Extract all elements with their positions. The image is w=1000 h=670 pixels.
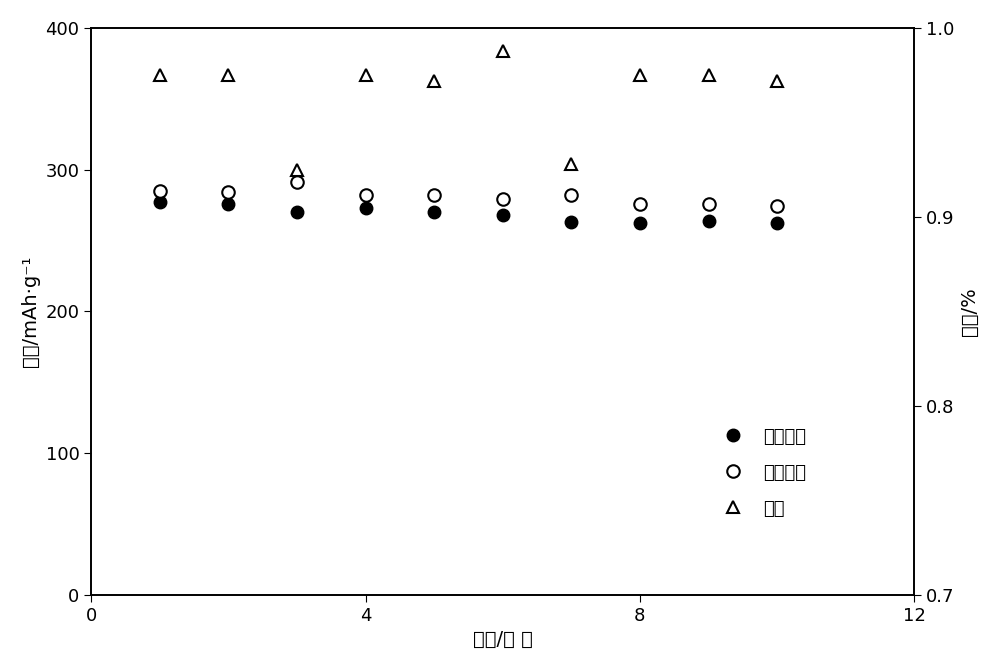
放电容量 (428, 208, 440, 216)
充电容量 (497, 196, 509, 204)
效率 (291, 165, 303, 174)
放电容量 (360, 204, 372, 212)
放电容量 (565, 218, 577, 226)
充电容量 (154, 187, 166, 195)
效率 (222, 71, 234, 79)
效率 (360, 71, 372, 79)
充电容量 (291, 178, 303, 186)
Legend: 放电容量, 充电容量, 效率: 放电容量, 充电容量, 效率 (724, 427, 807, 518)
充电容量 (703, 200, 715, 208)
放电容量 (222, 200, 234, 208)
效率 (565, 160, 577, 168)
效率 (634, 71, 646, 79)
Line: 放电容量: 放电容量 (154, 196, 783, 230)
效率 (771, 77, 783, 85)
放电容量 (497, 211, 509, 219)
Y-axis label: 效率/%: 效率/% (960, 287, 979, 336)
放电容量 (771, 219, 783, 227)
Line: 效率: 效率 (154, 44, 783, 176)
充电容量 (565, 191, 577, 199)
放电容量 (703, 216, 715, 224)
效率 (497, 46, 509, 54)
放电容量 (634, 219, 646, 227)
放电容量 (291, 208, 303, 216)
效率 (703, 71, 715, 79)
X-axis label: 循环/次 数: 循环/次 数 (473, 630, 533, 649)
Y-axis label: 容量/mAh·g⁻¹: 容量/mAh·g⁻¹ (21, 256, 40, 367)
效率 (428, 77, 440, 85)
充电容量 (771, 202, 783, 210)
充电容量 (634, 200, 646, 208)
充电容量 (428, 191, 440, 199)
放电容量 (154, 198, 166, 206)
充电容量 (360, 191, 372, 199)
Line: 充电容量: 充电容量 (154, 176, 783, 212)
充电容量 (222, 188, 234, 196)
效率 (154, 71, 166, 79)
